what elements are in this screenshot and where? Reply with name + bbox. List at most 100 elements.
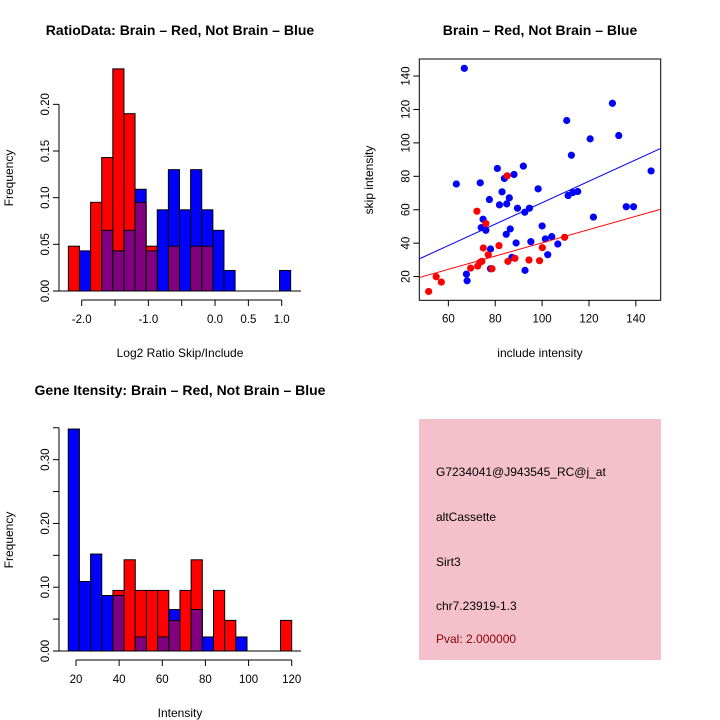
brain-point bbox=[504, 257, 512, 265]
brain-point bbox=[437, 278, 445, 286]
y-tick-label: 0.20 bbox=[40, 512, 52, 534]
brain-point bbox=[479, 244, 487, 252]
ratio-histogram-xlabel: Log2 Ratio Skip/Include bbox=[117, 346, 244, 360]
gene-intensity-histogram: Gene Itensity: Brain – Red, Not Brain – … bbox=[2, 382, 326, 720]
brain-point bbox=[467, 264, 475, 272]
brain-bar bbox=[90, 201, 103, 292]
not-brain-fit-line bbox=[419, 147, 661, 260]
y-tick-label: 40 bbox=[400, 237, 412, 250]
not-brain-point bbox=[563, 116, 571, 125]
not-brain-bar bbox=[78, 250, 92, 292]
x-tick-label: 140 bbox=[626, 313, 645, 325]
event-type: altCassette bbox=[436, 510, 496, 524]
not-brain-bar bbox=[223, 269, 236, 292]
brain-point bbox=[432, 273, 440, 281]
y-tick-label: 60 bbox=[400, 203, 412, 216]
gene-name: Sirt3 bbox=[436, 555, 461, 569]
brain-point bbox=[503, 172, 511, 180]
x-tick-label: 100 bbox=[533, 313, 552, 325]
not-brain-point bbox=[527, 238, 535, 246]
genomic-location: chr7.23919-1.3 bbox=[436, 599, 517, 613]
not-brain-point bbox=[452, 180, 460, 188]
overlap-bar bbox=[134, 201, 147, 292]
x-tick-label: 60 bbox=[442, 313, 455, 325]
not-brain-point bbox=[510, 170, 518, 179]
not-brain-point bbox=[548, 233, 556, 241]
brain-bar bbox=[280, 619, 293, 652]
x-tick-label: 100 bbox=[239, 674, 258, 686]
not-brain-point bbox=[521, 208, 529, 216]
overlap-bar bbox=[157, 636, 170, 652]
not-brain-point bbox=[498, 188, 506, 196]
y-tick-label: 0.00 bbox=[40, 640, 52, 662]
overlap-bar bbox=[201, 245, 214, 292]
brain-point bbox=[525, 256, 533, 264]
not-brain-bar bbox=[212, 229, 225, 292]
not-brain-bar bbox=[156, 209, 169, 292]
not-brain-point bbox=[541, 235, 549, 243]
brain-bar bbox=[145, 589, 159, 652]
x-tick-label: 40 bbox=[113, 674, 126, 686]
overlap-bar bbox=[123, 229, 136, 292]
gene-histogram-title: Gene Itensity: Brain – Red, Not Brain – … bbox=[35, 382, 326, 398]
intensity-scatter: Brain – Red, Not Brain – Blue include in… bbox=[362, 22, 662, 360]
x-tick-label: 0.0 bbox=[207, 314, 223, 326]
overlap-bar bbox=[112, 250, 125, 292]
x-tick-label: 80 bbox=[199, 674, 212, 686]
y-tick-label: 0.20 bbox=[40, 93, 52, 115]
brain-point bbox=[482, 219, 490, 228]
overlap-bar bbox=[145, 250, 158, 292]
y-tick-label: 0.05 bbox=[40, 233, 52, 255]
not-brain-point bbox=[462, 270, 471, 278]
not-brain-point bbox=[647, 167, 655, 175]
x-tick-label: 120 bbox=[282, 674, 301, 686]
not-brain-point bbox=[554, 240, 562, 248]
gene-histogram-xlabel: Intensity bbox=[158, 706, 203, 720]
not-brain-point bbox=[574, 187, 582, 196]
y-tick-label: 0.10 bbox=[40, 576, 52, 598]
not-brain-point bbox=[503, 200, 511, 208]
x-tick-label: 80 bbox=[489, 313, 502, 325]
brain-point bbox=[425, 287, 433, 296]
not-brain-point bbox=[629, 203, 638, 211]
not-brain-bar bbox=[101, 595, 114, 652]
not-brain-point bbox=[505, 194, 513, 202]
x-tick-label: 0.5 bbox=[240, 314, 256, 326]
x-tick-label: 20 bbox=[70, 674, 83, 686]
pval: Pval: 2.000000 bbox=[436, 632, 516, 646]
y-tick-label: 0.30 bbox=[40, 448, 52, 470]
not-brain-point bbox=[476, 179, 484, 187]
y-tick-label: 0.00 bbox=[40, 280, 52, 302]
not-brain-point bbox=[622, 203, 630, 211]
brain-point bbox=[484, 251, 492, 259]
y-tick-label: 120 bbox=[400, 100, 412, 119]
info-box: G7234041@J943545_RC@j_at altCassette Sir… bbox=[419, 419, 661, 660]
not-brain-point bbox=[544, 251, 552, 259]
overlap-bar bbox=[190, 245, 203, 292]
brain-point bbox=[535, 257, 544, 265]
overlap-bar bbox=[167, 245, 181, 292]
brain-bar bbox=[224, 619, 237, 652]
brain-point bbox=[538, 244, 546, 252]
not-brain-point bbox=[495, 201, 504, 209]
not-brain-point bbox=[586, 135, 594, 143]
y-tick-label: 140 bbox=[400, 66, 412, 85]
x-tick-label: 120 bbox=[579, 313, 598, 325]
brain-bar bbox=[67, 245, 80, 292]
scatter-xlabel: include intensity bbox=[497, 346, 582, 360]
not-brain-bar bbox=[90, 553, 103, 652]
ratio-histogram-title: RatioData: Brain – Red, Not Brain – Blue bbox=[46, 22, 315, 38]
overlap-bar bbox=[168, 619, 181, 652]
y-tick-label: 100 bbox=[400, 133, 412, 152]
brain-fit-line bbox=[419, 208, 661, 279]
not-brain-point bbox=[538, 222, 546, 230]
y-tick-label: 0.15 bbox=[40, 140, 52, 162]
ratio-histogram-ylabel: Frequency bbox=[2, 150, 16, 207]
y-tick-label: 80 bbox=[400, 170, 412, 183]
not-brain-point bbox=[512, 239, 520, 247]
not-brain-bar bbox=[201, 636, 214, 652]
x-tick-label: 1.0 bbox=[274, 314, 290, 326]
x-tick-label: -1.0 bbox=[138, 314, 158, 326]
not-brain-point bbox=[482, 226, 490, 234]
